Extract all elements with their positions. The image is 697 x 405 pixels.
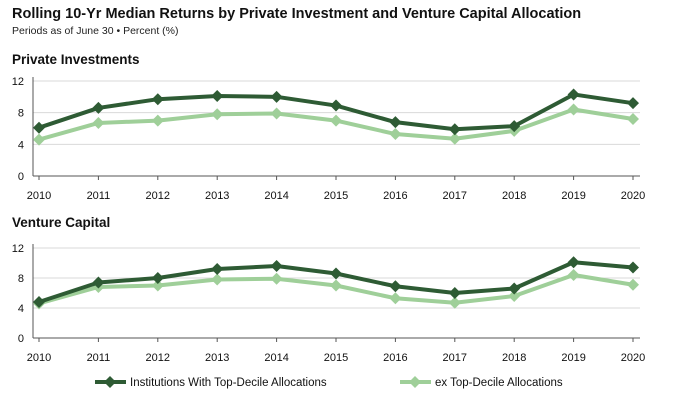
data-point-top-decile [567,88,580,101]
y-tick-label: 4 [18,139,24,151]
data-point-top-decile [33,296,45,308]
y-tick-label: 12 [12,243,24,255]
y-tick-label: 0 [18,333,24,345]
y-tick-label: 0 [18,171,24,183]
panel-title: Private Investments [12,52,140,67]
data-point-top-decile [211,90,224,103]
data-point-top-decile [270,90,283,103]
data-point-top-decile [151,272,164,284]
data-point-top-decile [389,280,402,293]
x-tick-label: 2017 [443,190,467,202]
x-tick-label: 2010 [27,190,51,202]
data-point-top-decile [508,282,521,295]
data-point-ex-top-decile [211,273,224,286]
y-tick-label: 8 [18,108,24,120]
x-tick-label: 2013 [205,190,229,202]
x-tick-label: 2016 [383,352,407,364]
x-tick-label: 2019 [561,190,585,202]
data-point-ex-top-decile [211,108,224,121]
data-point-ex-top-decile [567,269,580,281]
data-point-top-decile [211,263,224,275]
x-tick-label: 2013 [205,352,229,364]
legend-light-label: ex Top-Decile Allocations [435,377,563,389]
x-tick-label: 2010 [27,352,51,364]
y-tick-label: 8 [18,273,24,285]
x-tick-label: 2012 [146,190,170,202]
data-point-ex-top-decile [270,272,283,285]
x-tick-label: 2015 [324,190,348,202]
x-tick-label: 2019 [561,352,585,364]
panel-venture-capital: Venture Capital 0 4 8 12 2010 2011 2012 2013 2014… [12,215,645,364]
x-tick-label: 2014 [264,352,288,364]
data-point-top-decile [33,121,45,134]
panel-private-investments: Private Investments 0 4 8 12 2010 2011 2012 2013… [12,52,645,202]
chart-title: Rolling 10-Yr Median Returns by Private … [12,6,582,22]
data-point-top-decile [151,93,164,106]
data-point-top-decile [448,123,461,136]
legend-dark-marker [104,376,116,388]
data-point-top-decile [627,261,639,274]
data-point-top-decile [92,101,105,114]
data-point-top-decile [567,256,580,269]
x-tick-label: 2014 [264,190,288,202]
data-point-ex-top-decile [567,103,580,116]
data-point-top-decile [508,120,521,133]
y-tick-label: 4 [18,303,24,315]
data-point-ex-top-decile [448,132,461,145]
x-tick-label: 2012 [146,352,170,364]
data-point-ex-top-decile [33,133,45,146]
data-point-ex-top-decile [151,279,164,292]
data-point-ex-top-decile [389,292,402,305]
x-tick-label: 2018 [502,352,526,364]
legend: Institutions With Top-Decile Allocations… [95,376,563,389]
legend-dark-label: Institutions With Top-Decile Allocations [130,377,327,389]
data-point-ex-top-decile [330,279,342,292]
data-point-ex-top-decile [508,290,521,302]
x-tick-label: 2017 [443,352,467,364]
x-tick-label: 2020 [621,352,645,364]
data-point-ex-top-decile [389,128,402,141]
panel-title: Venture Capital [12,215,110,230]
data-point-top-decile [627,97,639,110]
x-tick-label: 2016 [383,190,407,202]
chart-subtitle: Periods as of June 30 • Percent (%) [12,25,179,37]
legend-light-marker [409,376,421,388]
x-tick-label: 2020 [621,190,645,202]
x-tick-label: 2018 [502,190,526,202]
data-point-ex-top-decile [448,296,461,309]
x-tick-label: 2011 [87,352,111,364]
data-point-top-decile [330,99,342,112]
data-point-top-decile [270,260,283,272]
x-tick-label: 2015 [324,352,348,364]
data-point-ex-top-decile [92,116,105,129]
data-point-top-decile [330,267,342,280]
data-point-ex-top-decile [270,107,283,120]
data-point-top-decile [92,276,105,289]
data-point-ex-top-decile [151,114,164,127]
data-point-top-decile [448,287,461,299]
data-point-top-decile [389,116,402,129]
y-tick-label: 12 [12,76,24,88]
data-point-ex-top-decile [627,113,639,125]
data-point-ex-top-decile [627,278,639,291]
x-tick-label: 2011 [87,190,111,202]
data-point-ex-top-decile [330,114,342,127]
